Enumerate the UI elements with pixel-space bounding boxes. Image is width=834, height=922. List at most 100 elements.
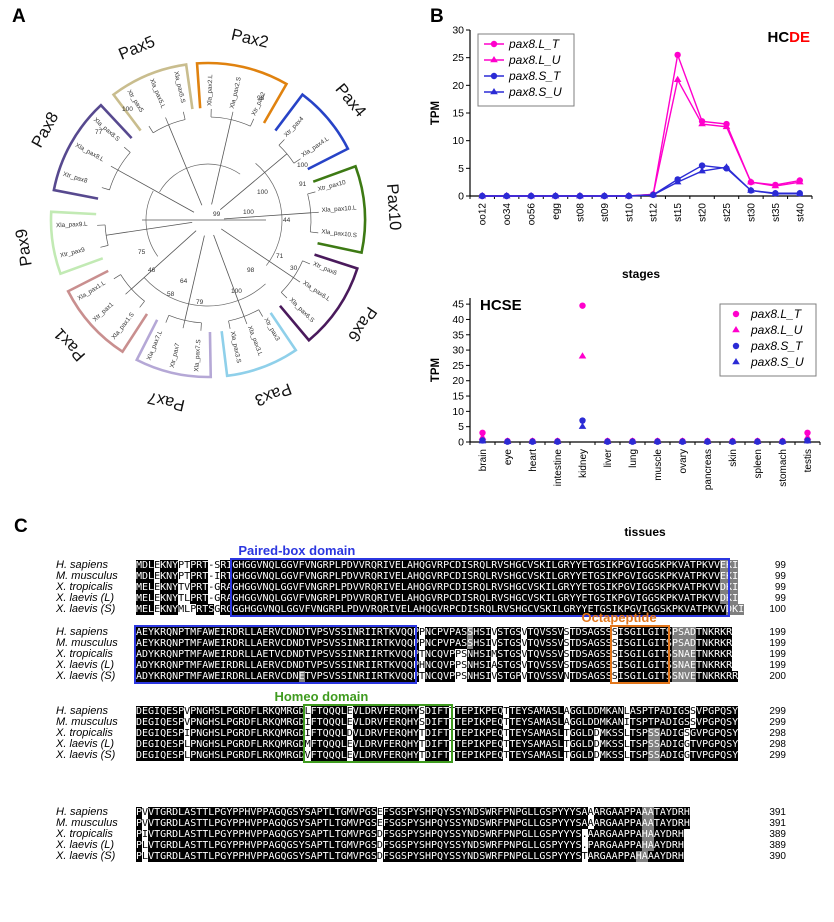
x-tick-label: testis (803, 449, 814, 472)
tip-label: Xla_pax7.L (146, 329, 165, 361)
clade-bracket (220, 312, 298, 378)
sequence: AEYKRQNPTMFAWEIRDRLLAERVCDNDTVPSVSSINRII… (136, 627, 733, 638)
x-tick-label: st35 (771, 203, 782, 222)
tip-label: Xtr_pax9 (59, 246, 86, 259)
sequence: DEGIQESPLPNGHSLPGRDFLRKQMRGDMFTQQQLEVLDR… (136, 739, 739, 750)
y-tick-label: 5 (458, 163, 464, 175)
bootstrap-value: 58 (167, 291, 175, 298)
clade-bracket (195, 61, 289, 124)
alignment-block-3: H. sapiens DEGIQESPVPNGHSLPGRDFLRKQMRGDLF… (56, 689, 828, 763)
residue-number: 199 (769, 627, 786, 638)
y-tick-label: 45 (452, 299, 464, 311)
series-pax8.S_T (479, 162, 803, 200)
y-tick-label: 15 (452, 108, 464, 120)
chart-title: HCDE (767, 29, 810, 46)
clade-bracket (49, 210, 104, 276)
alignment-block-4: H. sapiens PVVTGRDLASTTLPGYPPHVPPAGQGSYSA… (56, 807, 828, 862)
alignment-row: X. laevis (S) MELEKNYMLPRTSGRGGGHGGVNQLGG… (56, 604, 828, 615)
sequence: MDLEKNYPTPRT-IRTGHGGVNQLGGVFVNGRPLPDVVRQ… (136, 571, 739, 582)
x-tick-label: st08 (575, 203, 586, 222)
clade-label: Pax2 (229, 26, 270, 52)
clade-pax9: Pax9 Xtr_pax9 Xla_pax9.L (12, 210, 193, 276)
alignment-block-1: H. sapiens MDLEKNYPTPRT-SRIGHGGVNQLGGVFVN… (56, 543, 828, 617)
y-tick-label: 0 (458, 191, 464, 203)
tip-label: Xla_pax5.L (148, 78, 167, 110)
bootstrap-value: 98 (247, 267, 255, 274)
alignment-row: M. musculus AEYKRQNPTMFAWEIRDRLLAERVCDNDT… (56, 638, 828, 649)
legend-label: pax8.L_T (508, 37, 561, 51)
residue-number: 199 (769, 660, 786, 671)
bootstrap-value: 71 (276, 253, 284, 260)
x-tick-label: heart (528, 449, 539, 472)
residue-number: 389 (769, 840, 786, 851)
tip-label: Xla_pax10.S (321, 228, 357, 239)
sequence: ADYKRQNPTMFAWEIRDRLLAETVCDNDTVPSVSSINRII… (136, 649, 733, 660)
species-label: H. sapiens (56, 559, 108, 571)
clade-bracket (134, 319, 213, 379)
tip-label: Xla_pax3.L (246, 325, 264, 357)
tip-label: Xtr_pax10 (317, 179, 347, 193)
tip-label: Xtr_pax1 (92, 301, 116, 323)
y-tick-label: 15 (452, 391, 464, 403)
tree-branch-arc (143, 277, 266, 307)
legend-label: pax8.S_T (750, 339, 804, 353)
residue-number: 389 (769, 829, 786, 840)
x-tick-label: egg (551, 203, 562, 220)
legend-label: pax8.L_U (750, 323, 803, 337)
clade-bracket (312, 164, 367, 255)
sequence: DEGIQESPIPNGHSLPGRDFLRKQMRGDIFTQQQLDVLDR… (136, 728, 739, 739)
bootstrap-value: 79 (196, 299, 204, 306)
alignment-row: X. laevis (S) ADYKRQNPTMFAWEIRDRLLAERVCDN… (56, 671, 828, 682)
domain-label: Paired-box domain (238, 543, 356, 558)
clade-label: Pax1 (51, 324, 90, 364)
species-label: X. laevis (S) (56, 850, 116, 862)
x-tick-label: muscle (653, 449, 664, 481)
alignment-row: M. musculus MDLEKNYPTPRT-IRTGHGGVNQLGGVFV… (56, 571, 828, 582)
species-label: M. musculus (56, 637, 118, 649)
bootstrap-value: 91 (299, 181, 307, 188)
alignment-block-2: H. sapiens AEYKRQNPTMFAWEIRDRLLAERVCDNDTV… (56, 610, 828, 684)
tip-label: Xtr_pax7 (169, 342, 182, 369)
x-tick-label: st12 (649, 203, 660, 222)
residue-number: 200 (769, 671, 786, 682)
tip-label: Xtr_pax4 (283, 115, 306, 138)
x-tick-label: brain (478, 449, 489, 471)
x-tick-label: intestine (553, 449, 564, 487)
alignment-row: X. tropicalis ADYKRQNPTMFAWEIRDRLLAETVCDN… (56, 649, 828, 660)
legend-label: pax8.L_U (508, 53, 561, 67)
series-pax8.S_U (478, 422, 812, 444)
clade-label: Pax7 (146, 388, 187, 414)
sequence: DEGIQESPVPNGHSLPGRDFLRKQMRGDIFTQQQLEVLDR… (136, 717, 739, 728)
panel-a-label: A (12, 6, 26, 27)
species-label: X. tropicalis (56, 648, 113, 660)
alignment-row: M. musculus DEGIQESPVPNGHSLPGRDFLRKQMRGDI… (56, 717, 828, 728)
x-tick-label: liver (603, 448, 614, 467)
legend-label: pax8.S_T (508, 69, 562, 83)
bootstrap-value: 46 (148, 267, 156, 274)
bootstrap-value: 64 (180, 278, 188, 285)
tissues-expression-chart: 0 5 10 15 20 25 30 35 40 45 brain eye heart intestine… (430, 297, 821, 539)
sequence: PLVTGRDLASTTLPGYPPHVPPAGQGSYSAPTLTGMVPGS… (136, 840, 684, 851)
bootstrap-value: 99 (213, 211, 221, 218)
species-label: X. laevis (L) (56, 659, 115, 671)
sequence: ADYKRQNPTMFAWEIRDRLLAERVCDNDTVPSVSSINRII… (136, 660, 733, 671)
x-tick-label: ovary (678, 449, 689, 473)
sequence: MELEKNYTVPRT-GRAGHGGVNQLGGVFVNGRPLPDVVRQ… (136, 582, 739, 593)
residue-number: 299 (769, 717, 786, 728)
residue-number: 298 (769, 728, 786, 739)
tip-label: Xla_pax2.L (206, 74, 214, 106)
alignment-row: X. tropicalis PIVTGRDLASTTLPGYPPHVPPAGQGS… (56, 829, 828, 840)
bootstrap-value: 44 (283, 217, 291, 224)
tip-label: Xla_pax10.L (321, 205, 357, 214)
residue-number: 390 (769, 851, 786, 862)
clade-bracket (111, 63, 194, 132)
y-tick-label: 0 (458, 437, 464, 449)
alignment-row: X. laevis (L) PLVTGRDLASTTLPGYPPHVPPAGQGS… (56, 840, 828, 851)
clade-bracket (66, 269, 149, 354)
